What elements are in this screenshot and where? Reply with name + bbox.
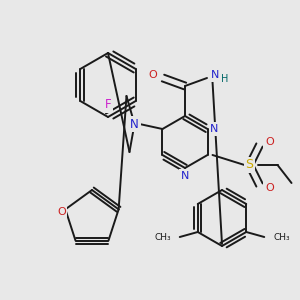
Text: CH₃: CH₃ bbox=[273, 233, 290, 242]
Text: N: N bbox=[130, 118, 139, 130]
Text: S: S bbox=[245, 158, 253, 172]
Text: N: N bbox=[181, 171, 189, 181]
Text: O: O bbox=[148, 70, 158, 80]
Text: N: N bbox=[211, 70, 219, 80]
Text: CH₃: CH₃ bbox=[154, 233, 171, 242]
Text: O: O bbox=[57, 207, 66, 217]
Text: F: F bbox=[105, 98, 111, 112]
Text: H: H bbox=[221, 74, 229, 84]
Text: N: N bbox=[210, 124, 219, 134]
Text: O: O bbox=[265, 183, 274, 193]
Text: O: O bbox=[265, 137, 274, 147]
